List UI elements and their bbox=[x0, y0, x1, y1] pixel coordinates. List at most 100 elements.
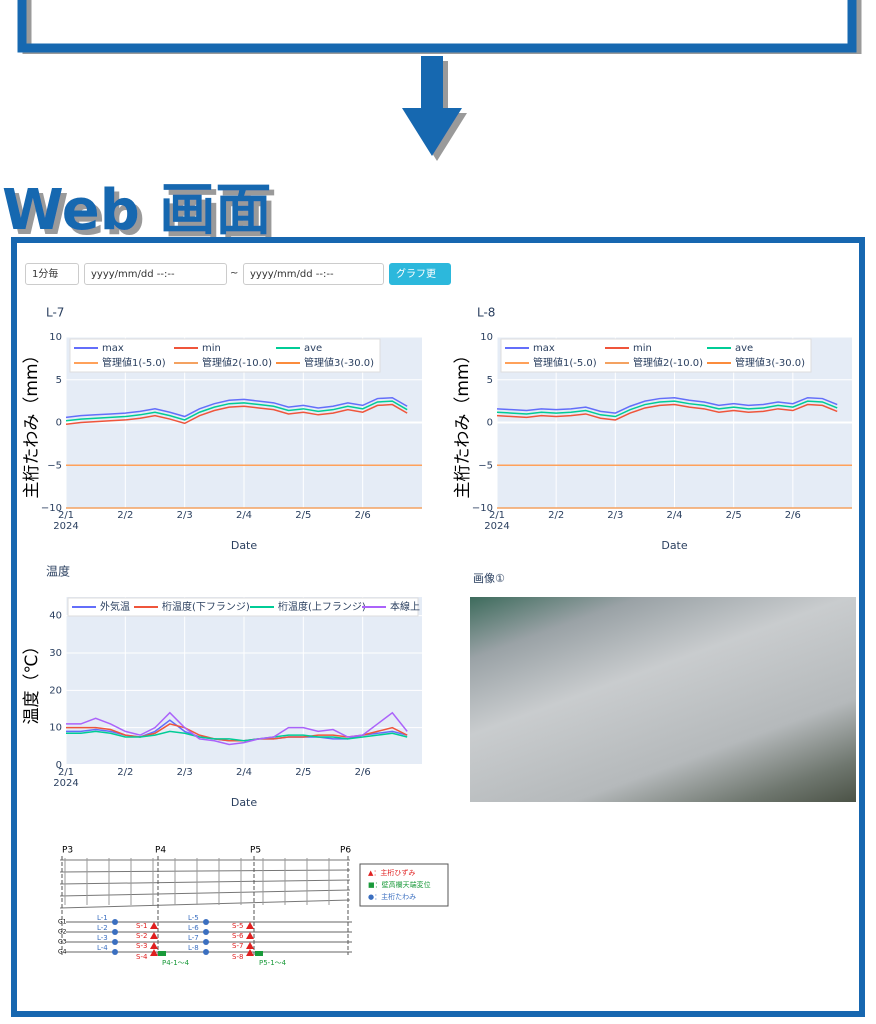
legend-label: 管理値2(-10.0) bbox=[202, 356, 272, 369]
top-box bbox=[17, 0, 857, 53]
strain-label: S-2 bbox=[136, 932, 147, 940]
y-tick-label: −10 bbox=[41, 503, 62, 514]
deflection-marker bbox=[112, 949, 118, 955]
update-button[interactable]: グラフ更新 bbox=[389, 263, 451, 302]
diagram-legend-item: ●：主桁たわみ bbox=[368, 892, 416, 901]
x-year-label: 2024 bbox=[484, 521, 509, 532]
interval-select[interactable]: 1分毎 bbox=[25, 263, 79, 285]
arrow bbox=[402, 56, 462, 156]
x-tick-label: 2/1 bbox=[489, 510, 505, 521]
girder-label: G3 bbox=[58, 939, 67, 946]
y-axis-title: 主桁たわみ（mm） bbox=[22, 346, 42, 498]
girder-label: G1 bbox=[58, 919, 67, 926]
x-tick-label: 2/2 bbox=[548, 510, 564, 521]
x-axis-title: Date bbox=[661, 539, 688, 552]
deflection-marker bbox=[112, 939, 118, 945]
strain-label: S-3 bbox=[136, 942, 147, 950]
deflection-marker bbox=[112, 919, 118, 925]
strain-marker bbox=[246, 932, 254, 939]
diagram-legend-item: ▲：主桁ひずみ bbox=[368, 868, 415, 877]
image-title: 画像① bbox=[473, 572, 505, 585]
x-tick-label: 2/2 bbox=[117, 767, 133, 778]
deflection-marker bbox=[203, 919, 209, 925]
legend-label: ave bbox=[735, 343, 753, 354]
x-tick-label: 2/6 bbox=[785, 510, 801, 521]
x-tick-label: 2/3 bbox=[177, 510, 193, 521]
legend-label: max bbox=[533, 343, 555, 354]
x-tick-label: 2/1 bbox=[58, 767, 74, 778]
y-tick-label: 10 bbox=[49, 332, 62, 343]
deflection-label: L-1 bbox=[97, 914, 108, 922]
series-line bbox=[66, 730, 408, 742]
bridge-diagram: P3 P4 P5 P6 G1 G2 G3 G4 L-1 L-2 L-3 L-4 L-5 L-6 L-7 L-8… bbox=[58, 846, 449, 967]
displacement-label: P5-1～4 bbox=[259, 959, 287, 967]
strain-label: S-6 bbox=[232, 932, 244, 940]
deflection-label: L-8 bbox=[188, 944, 199, 952]
y-tick-label: 0 bbox=[487, 418, 493, 429]
legend-label: 桁温度(下フランジ) bbox=[162, 600, 250, 613]
legend-label: 管理値1(-5.0) bbox=[533, 356, 597, 369]
x-tick-label: 2/4 bbox=[236, 767, 252, 778]
chart-title: L-7 bbox=[46, 306, 64, 320]
x-tick-label: 2/2 bbox=[117, 510, 133, 521]
diagram-legend-item: ■：壁高欄天端変位 bbox=[368, 880, 431, 889]
y-tick-label: 20 bbox=[49, 685, 62, 696]
series-line bbox=[66, 711, 408, 746]
series-line bbox=[497, 396, 838, 414]
displacement-label: P4-1～4 bbox=[162, 959, 190, 967]
displacement-marker bbox=[255, 951, 263, 956]
deck-line bbox=[59, 869, 351, 873]
legend-label: 管理値1(-5.0) bbox=[102, 356, 166, 369]
deflection-marker bbox=[112, 929, 118, 935]
x-year-label: 2024 bbox=[53, 778, 78, 789]
legend-box bbox=[500, 338, 812, 373]
x-tick-label: 2/6 bbox=[355, 767, 371, 778]
strain-marker bbox=[246, 922, 254, 929]
deflection-label: L-7 bbox=[188, 934, 199, 942]
legend-box bbox=[69, 338, 381, 373]
legend-label: 管理値3(-30.0) bbox=[735, 356, 805, 369]
x-tick-label: 2/3 bbox=[607, 510, 623, 521]
y-tick-label: 0 bbox=[56, 418, 62, 429]
legend-box bbox=[67, 597, 419, 617]
x-tick-label: 2/5 bbox=[295, 767, 311, 778]
legend-label: ave bbox=[304, 343, 322, 354]
x-tick-label: 2/3 bbox=[177, 767, 193, 778]
y-tick-label: 10 bbox=[49, 723, 62, 734]
series-line bbox=[497, 400, 838, 418]
deck-line bbox=[59, 899, 351, 909]
strain-marker bbox=[246, 942, 254, 949]
x-year-label: 2024 bbox=[53, 521, 78, 532]
strain-marker bbox=[150, 949, 158, 956]
start-date[interactable]: yyyy/mm/dd --:-- bbox=[84, 263, 227, 285]
x-axis-title: Date bbox=[231, 539, 258, 552]
separator: ~ bbox=[227, 263, 243, 285]
x-tick-label: 2/5 bbox=[726, 510, 742, 521]
end-date[interactable]: yyyy/mm/dd --:-- bbox=[243, 263, 384, 285]
series-line bbox=[66, 396, 408, 419]
y-tick-label: 40 bbox=[49, 611, 62, 622]
deflection-label: L-6 bbox=[188, 924, 199, 932]
y-tick-label: 30 bbox=[49, 648, 62, 659]
y-tick-label: −10 bbox=[472, 503, 493, 514]
deflection-label: L-2 bbox=[97, 924, 108, 932]
deck-line bbox=[59, 879, 351, 885]
y-axis-title: 主桁たわみ（mm） bbox=[453, 346, 473, 498]
strain-marker bbox=[150, 932, 158, 939]
strain-label: S-7 bbox=[232, 942, 243, 950]
deflection-label: L-3 bbox=[97, 934, 108, 942]
girder-label: G2 bbox=[58, 929, 67, 936]
y-tick-label: −5 bbox=[478, 460, 493, 471]
strain-marker bbox=[246, 949, 254, 956]
strain-label: S-1 bbox=[136, 922, 147, 930]
chart-title: L-8 bbox=[477, 306, 495, 320]
y-tick-label: 0 bbox=[56, 760, 62, 771]
series-line bbox=[497, 403, 838, 421]
strain-label: S-5 bbox=[232, 922, 243, 930]
legend-label: 管理値2(-10.0) bbox=[633, 356, 703, 369]
x-tick-label: 2/6 bbox=[355, 510, 371, 521]
legend-label: max bbox=[102, 343, 124, 354]
legend-label: 本線上 bbox=[390, 600, 420, 613]
x-tick-label: 2/5 bbox=[295, 510, 311, 521]
y-tick-label: −5 bbox=[47, 460, 62, 471]
